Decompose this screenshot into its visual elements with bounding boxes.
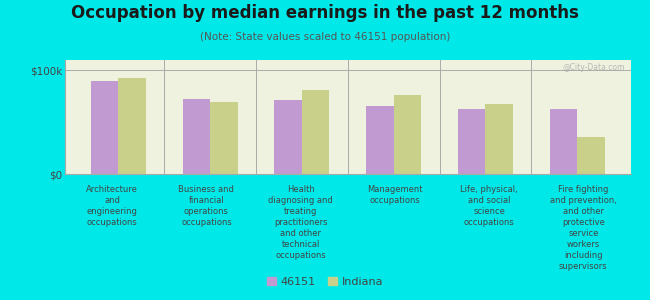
Bar — [550, 109, 577, 174]
Bar — [458, 109, 486, 174]
Text: @City-Data.com: @City-Data.com — [562, 63, 625, 72]
Text: Architecture
and
engineering
occupations: Architecture and engineering occupations — [86, 184, 138, 227]
Text: Life, physical,
and social
science
occupations: Life, physical, and social science occup… — [460, 184, 518, 227]
Bar — [486, 103, 513, 174]
Bar — [210, 103, 238, 174]
Bar — [91, 81, 118, 174]
Bar — [577, 137, 605, 174]
Bar — [302, 90, 330, 174]
Text: Health
diagnosing and
treating
practitioners
and other
technical
occupations: Health diagnosing and treating practitio… — [268, 184, 333, 260]
Text: Occupation by median earnings in the past 12 months: Occupation by median earnings in the pas… — [71, 4, 579, 22]
Bar — [183, 99, 210, 174]
Text: Business and
financial
operations
occupations: Business and financial operations occupa… — [179, 184, 234, 227]
Text: Fire fighting
and prevention,
and other
protective
service
workers
including
sup: Fire fighting and prevention, and other … — [550, 184, 617, 271]
Bar — [274, 100, 302, 174]
Text: (Note: State values scaled to 46151 population): (Note: State values scaled to 46151 popu… — [200, 32, 450, 41]
Bar — [394, 95, 421, 174]
Text: Management
occupations: Management occupations — [367, 184, 422, 205]
Bar — [366, 106, 394, 174]
Bar — [118, 78, 146, 174]
Legend: 46151, Indiana: 46151, Indiana — [262, 272, 388, 291]
